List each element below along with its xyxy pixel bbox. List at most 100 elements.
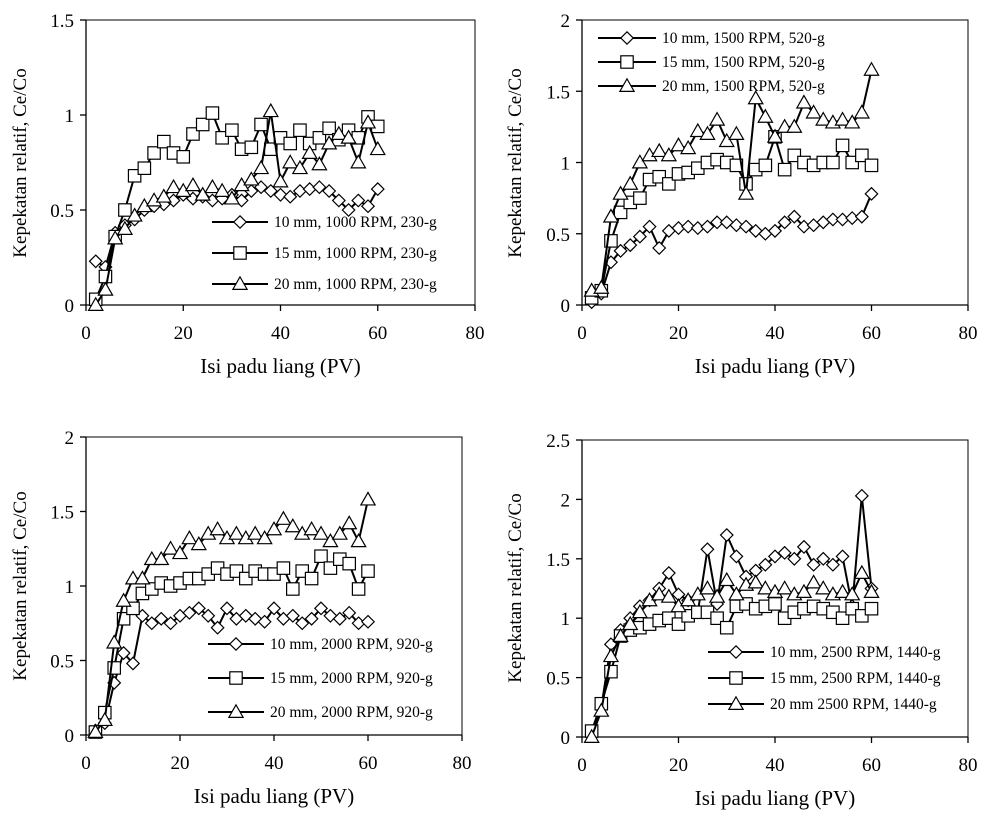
y-tick-label: 0 <box>561 296 571 317</box>
legend-entry: 20 mm 2500 RPM, 1440-g <box>770 696 937 713</box>
data-point <box>322 121 336 136</box>
legend-marker <box>727 695 745 710</box>
data-point <box>805 104 822 119</box>
data-point <box>87 296 104 311</box>
data-point <box>777 215 792 230</box>
data-point <box>737 185 755 200</box>
data-point <box>642 219 657 234</box>
data-point <box>758 557 773 572</box>
data-point <box>612 185 629 200</box>
x-tick-label: 0 <box>577 323 587 344</box>
data-point <box>205 106 220 120</box>
data-point <box>776 118 793 133</box>
x-axis-label: Isi padu liang (PV) <box>695 786 855 810</box>
data-point <box>312 180 327 195</box>
data-point <box>700 219 715 234</box>
legend-entry: 20 mm, 1000 RPM, 230-g <box>274 276 437 293</box>
data-point <box>631 603 649 619</box>
data-point <box>184 176 202 192</box>
data-point <box>796 539 811 554</box>
data-point <box>116 646 131 661</box>
data-point <box>96 711 113 727</box>
y-tick-label: 1 <box>561 154 571 175</box>
data-point <box>863 61 880 76</box>
x-tick-label: 20 <box>171 753 190 774</box>
data-point <box>195 117 210 132</box>
data-point <box>795 94 813 109</box>
data-point <box>825 212 840 227</box>
legend-marker <box>619 30 635 46</box>
data-point <box>583 728 600 743</box>
legend-marker <box>620 55 634 69</box>
data-point <box>134 570 151 585</box>
data-point <box>631 154 649 169</box>
data-point <box>708 111 726 126</box>
data-point <box>633 191 647 205</box>
data-point <box>87 723 104 738</box>
data-point <box>622 615 639 631</box>
data-point <box>313 601 329 616</box>
data-point <box>351 193 366 208</box>
data-point <box>776 580 793 595</box>
y-tick-label: 1.5 <box>50 503 74 524</box>
data-point <box>126 207 143 222</box>
data-point <box>243 171 260 186</box>
series-3 <box>87 491 377 738</box>
data-point <box>322 532 339 548</box>
legend-entry: 10 mm, 2000 RPM, 920-g <box>270 636 433 653</box>
data-point <box>144 616 159 631</box>
x-tick-label: 0 <box>81 323 91 344</box>
data-point <box>273 187 288 202</box>
data-point <box>661 566 676 581</box>
data-point <box>331 525 348 540</box>
data-point <box>163 616 178 631</box>
data-point <box>853 104 871 119</box>
legend-marker <box>728 644 744 660</box>
x-tick-label: 60 <box>862 755 881 776</box>
data-point <box>107 230 124 245</box>
x-tick-label: 20 <box>669 755 688 776</box>
data-point <box>834 111 851 126</box>
y-tick-label: 1 <box>65 577 75 598</box>
data-point <box>155 188 172 203</box>
data-point <box>181 529 198 545</box>
data-point <box>700 542 715 557</box>
y-tick-label: 1.5 <box>50 11 74 32</box>
data-point <box>360 199 376 214</box>
data-point <box>283 189 298 204</box>
data-point <box>304 571 319 586</box>
legend-entry: 10 mm, 2500 RPM, 1440-g <box>770 644 941 661</box>
data-point <box>330 125 348 140</box>
data-point <box>787 551 802 566</box>
data-point <box>719 620 734 635</box>
series-2 <box>88 549 375 739</box>
data-point <box>613 243 628 258</box>
y-tick-label: 1.5 <box>546 550 570 571</box>
data-point <box>815 580 832 595</box>
legend-entry: 20 mm, 1500 RPM, 520-g <box>662 78 825 95</box>
y-axis-label: Kepekatan relatif, Ce/Co <box>10 68 31 257</box>
legend-marker <box>227 703 245 718</box>
data-point <box>728 586 745 601</box>
data-point <box>282 154 299 169</box>
data-point <box>777 545 792 560</box>
data-point <box>844 586 861 601</box>
data-point <box>285 608 300 623</box>
data-point <box>302 182 317 197</box>
data-point <box>835 549 850 564</box>
data-point <box>147 146 161 160</box>
data-point <box>699 580 716 595</box>
data-point <box>194 186 211 201</box>
data-point <box>341 202 356 218</box>
y-tick-label: 0 <box>561 728 571 749</box>
data-point <box>815 111 832 126</box>
legend-marker <box>729 671 743 685</box>
x-tick-label: 60 <box>862 323 881 344</box>
data-point <box>632 229 647 244</box>
x-tick-label: 20 <box>174 323 193 344</box>
legend-marker <box>228 636 244 652</box>
data-point <box>593 279 610 294</box>
data-point <box>247 525 264 540</box>
data-point <box>225 123 239 137</box>
